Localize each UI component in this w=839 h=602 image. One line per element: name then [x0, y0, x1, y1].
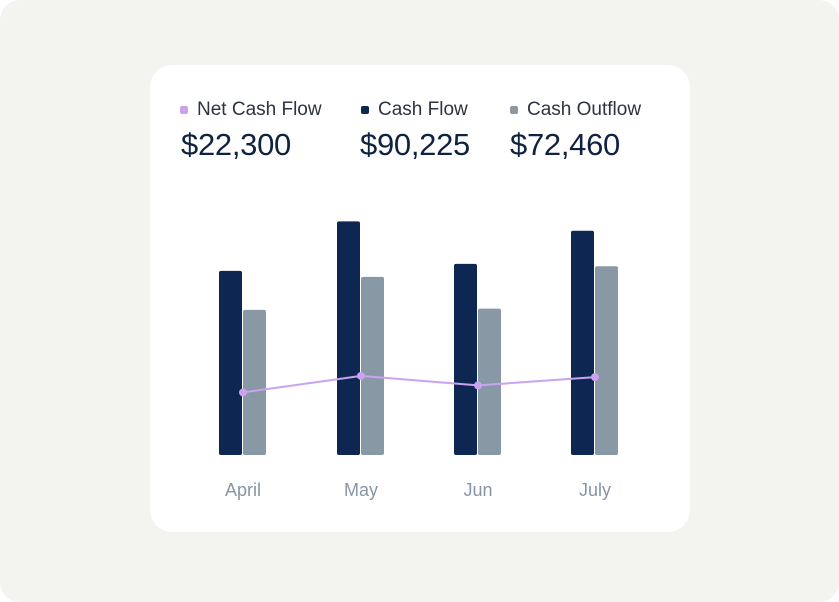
- cash-flow-bar-chart: April May Jun July: [219, 221, 618, 500]
- bar-cash-outflow-april[interactable]: [243, 309, 266, 455]
- cash-flow-total: $90,225: [360, 127, 470, 162]
- legend-net-cash-flow[interactable]: Net Cash Flow: [180, 99, 322, 121]
- x-axis-label-jun: Jun: [463, 480, 492, 500]
- bar-cash-outflow-may[interactable]: [361, 276, 384, 455]
- legend-label-net-cash-flow: Net Cash Flow: [197, 99, 322, 120]
- cash-flow-swatch-icon: [361, 106, 369, 114]
- point-net-cash-flow-jun[interactable]: [474, 381, 482, 390]
- point-net-cash-flow-april[interactable]: [239, 388, 247, 397]
- x-axis-label-july: July: [579, 480, 611, 500]
- cash-outflow-swatch-icon: [510, 106, 518, 114]
- bar-cash-flow-july[interactable]: [571, 230, 594, 455]
- net-cash-flow-swatch-icon: [180, 106, 188, 114]
- point-net-cash-flow-july[interactable]: [591, 373, 599, 382]
- bar-cash-flow-jun[interactable]: [454, 263, 477, 455]
- legend-label-cash-flow: Cash Flow: [378, 99, 468, 120]
- bar-cash-outflow-july[interactable]: [595, 266, 618, 455]
- point-net-cash-flow-may[interactable]: [357, 371, 365, 380]
- x-axis-label-may: May: [344, 480, 378, 500]
- x-axis-label-april: April: [225, 480, 261, 500]
- net-cash-flow-total: $22,300: [181, 127, 291, 162]
- legend-cash-flow[interactable]: Cash Flow: [361, 99, 468, 121]
- bar-cash-flow-may[interactable]: [337, 221, 360, 455]
- legend-label-cash-outflow: Cash Outflow: [527, 99, 642, 120]
- bar-cash-flow-april[interactable]: [219, 270, 242, 455]
- bar-cash-outflow-jun[interactable]: [478, 308, 501, 455]
- legend-cash-outflow[interactable]: Cash Outflow: [510, 99, 641, 121]
- cash-flow-card: Net Cash Flow $22,300 Cash Flow $90,225 …: [150, 65, 690, 532]
- cash-outflow-total: $72,460: [510, 127, 620, 162]
- line-net-cash-flow: [242, 374, 596, 394]
